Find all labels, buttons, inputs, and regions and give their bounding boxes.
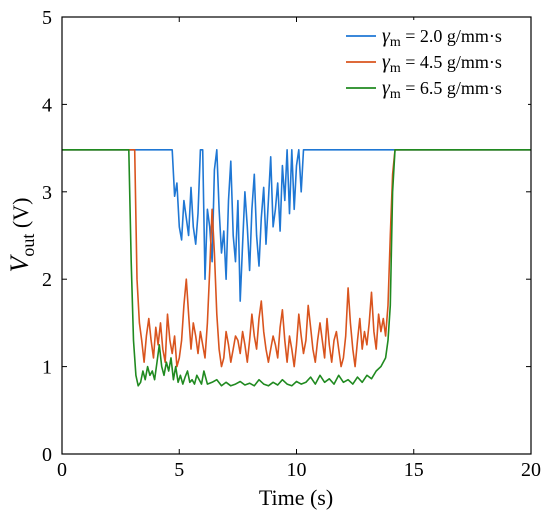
y-tick-label: 0	[42, 444, 52, 466]
y-tick-label: 3	[42, 182, 52, 204]
y-tick-label: 4	[42, 94, 52, 116]
y-axis-label-symbol: V	[5, 253, 34, 272]
x-tick-label: 0	[57, 459, 67, 481]
legend-box	[340, 20, 528, 106]
series-layer	[62, 149, 531, 387]
legend-label-1: γm = 2.0 g/mm·s	[382, 25, 502, 50]
legend-label-3: γm = 6.5 g/mm·s	[382, 77, 502, 102]
series-line-1	[62, 149, 531, 302]
y-tick-label: 2	[42, 269, 52, 291]
x-tick-label: 10	[287, 459, 307, 481]
y-tick-label: 5	[42, 7, 52, 29]
y-tick-label: 1	[42, 357, 52, 379]
x-tick-label: 5	[174, 459, 184, 481]
y-axis-label-subscript: out	[18, 234, 38, 257]
x-tick-label: 15	[404, 459, 424, 481]
legend-label-2: γm = 4.5 g/mm·s	[382, 51, 502, 76]
series-line-2	[62, 149, 531, 368]
series-line-3	[62, 149, 531, 387]
y-axis-label-unit: (V)	[8, 198, 33, 234]
x-axis-label: Time (s)	[259, 485, 333, 510]
axis-ticks: 0 5 10 15 20 0 1 2 3 4 5	[42, 7, 541, 481]
x-tick-label: 20	[521, 459, 541, 481]
legend: γm = 2.0 g/mm·sγm = 4.5 g/mm·sγm = 6.5 g…	[340, 20, 528, 106]
y-axis-label: Vout (V)	[5, 198, 38, 273]
